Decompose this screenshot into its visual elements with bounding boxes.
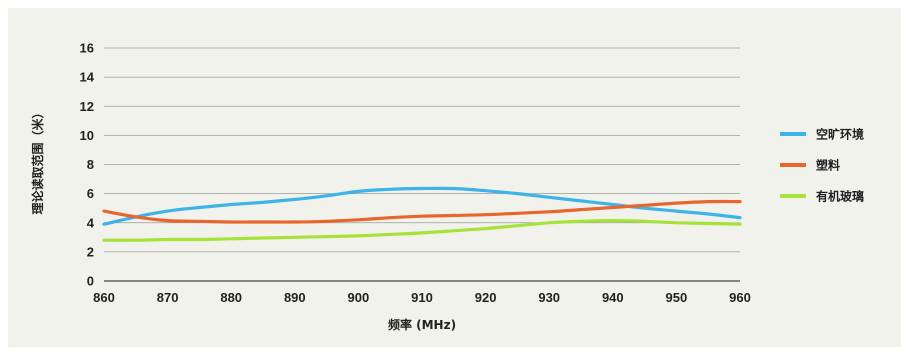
chart-panel: 0 2 4 6 8 10 12 14 16 860 870 880 890 900 910 920 930 94… bbox=[8, 8, 901, 347]
grid-lines bbox=[104, 47, 740, 282]
y-axis-title: 理论读取范围（米） bbox=[30, 106, 45, 214]
y-tick-label: 2 bbox=[87, 244, 94, 259]
legend-label: 塑料 bbox=[816, 158, 840, 173]
y-tick-label: 0 bbox=[87, 274, 94, 289]
y-tick-label: 10 bbox=[80, 128, 94, 143]
y-tick-label: 12 bbox=[80, 99, 94, 114]
series-line bbox=[102, 199, 742, 224]
series-lines bbox=[102, 186, 742, 242]
y-tick-label: 16 bbox=[80, 41, 94, 56]
y-tick-label: 14 bbox=[80, 70, 95, 85]
x-tick-label: 880 bbox=[220, 290, 242, 305]
y-tick-label: 6 bbox=[87, 186, 94, 201]
y-tick-labels: 0 2 4 6 8 10 12 14 16 bbox=[80, 41, 95, 289]
x-tick-label: 870 bbox=[157, 290, 179, 305]
x-tick-label: 910 bbox=[411, 290, 433, 305]
x-tick-label: 950 bbox=[666, 290, 688, 305]
legend-label: 空旷环境 bbox=[816, 127, 864, 142]
x-tick-label: 920 bbox=[475, 290, 497, 305]
y-tick-label: 4 bbox=[87, 215, 95, 230]
line-chart: 0 2 4 6 8 10 12 14 16 860 870 880 890 900 910 920 930 94… bbox=[30, 41, 864, 333]
x-tick-label: 930 bbox=[538, 290, 560, 305]
y-tick-label: 8 bbox=[87, 157, 94, 172]
x-tick-label: 890 bbox=[284, 290, 306, 305]
legend-label: 有机玻璃 bbox=[816, 189, 864, 204]
x-tick-label: 940 bbox=[602, 290, 624, 305]
x-axis-title: 频率 (MHz) bbox=[388, 317, 456, 332]
series-line bbox=[102, 219, 742, 242]
x-tick-label: 960 bbox=[729, 290, 751, 305]
x-tick-labels: 860 870 880 890 900 910 920 930 940 950 960 bbox=[93, 290, 751, 305]
x-tick-label: 900 bbox=[348, 290, 370, 305]
x-tick-label: 860 bbox=[93, 290, 115, 305]
